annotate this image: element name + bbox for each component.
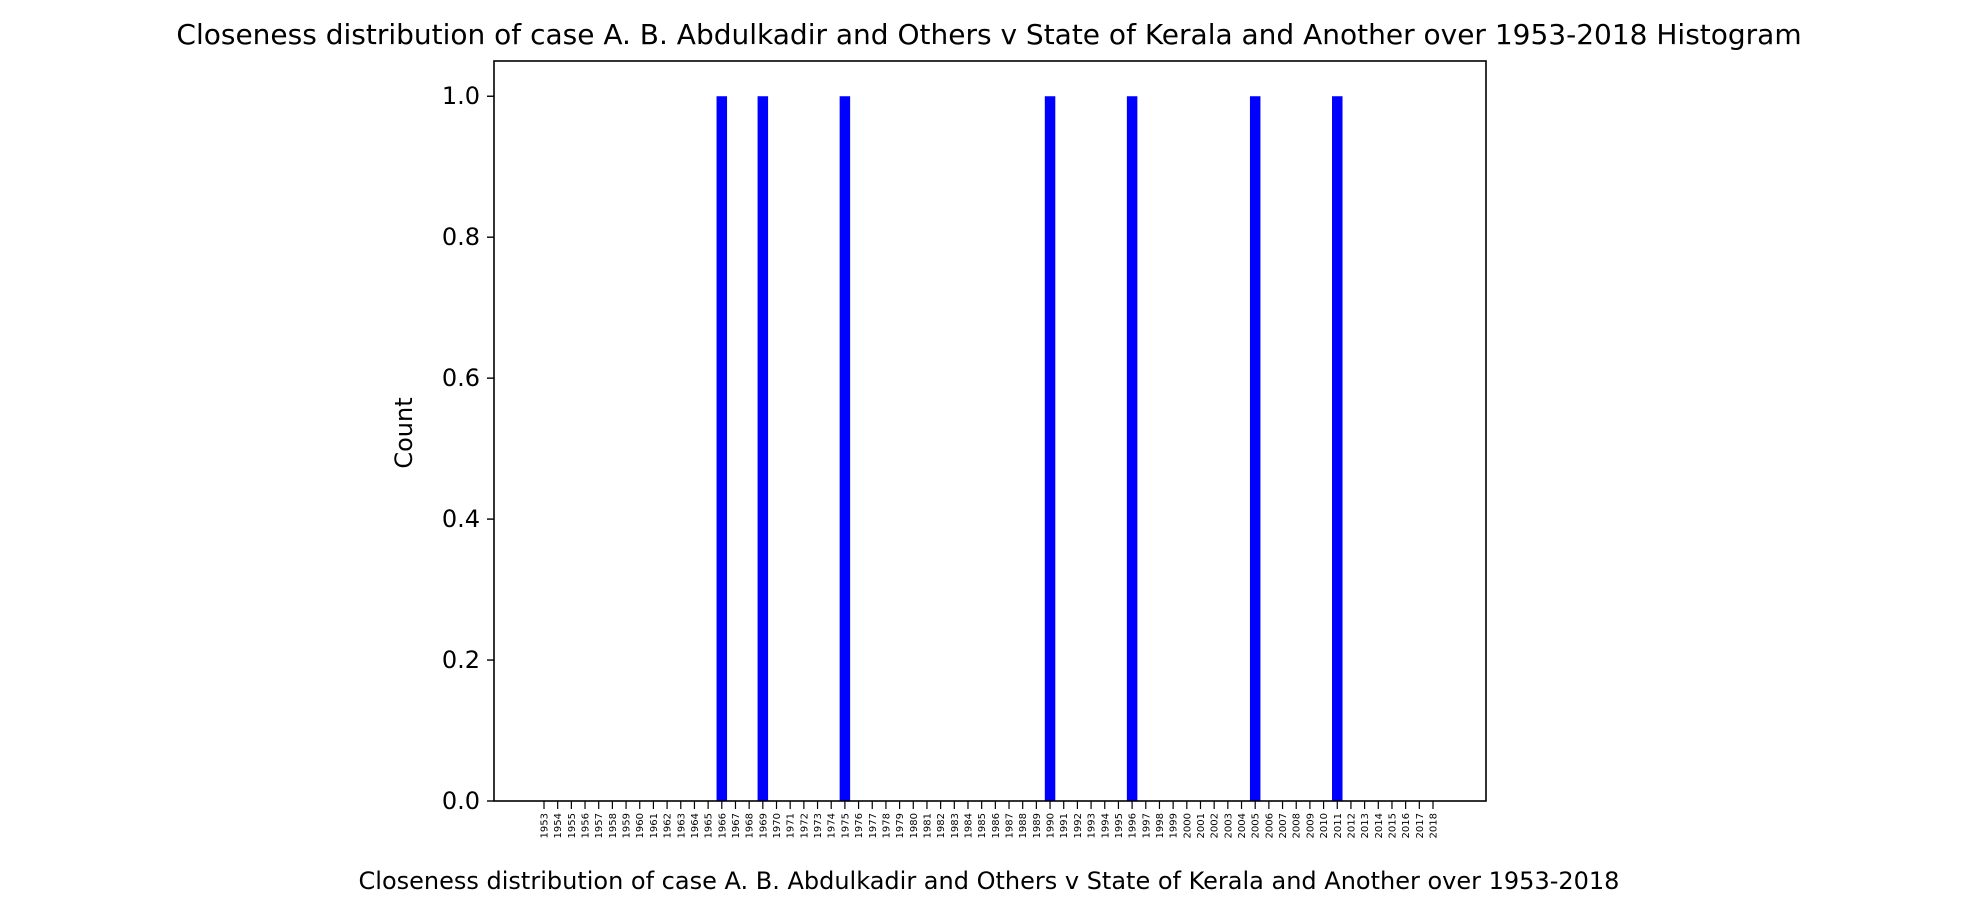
x-tick-label: 1986 — [991, 813, 1002, 838]
bar-1966 — [716, 96, 728, 802]
y-axis: 0.0 0.2 0.4 0.6 0.8 1.0 — [442, 82, 494, 815]
plot-area — [494, 61, 1486, 801]
bar-1969 — [757, 96, 769, 802]
x-tick-label: 1976 — [854, 813, 865, 838]
x-tick-label: 1979 — [895, 813, 906, 838]
x-tick-label: 1975 — [840, 813, 851, 838]
y-tick-label: 0.0 — [442, 787, 480, 815]
x-tick-label: 2010 — [1319, 813, 1330, 838]
plot-frame — [493, 60, 1487, 802]
x-tick-label: 1953 — [540, 813, 551, 838]
x-tick-label: 1982 — [936, 813, 947, 838]
x-tick-label: 1968 — [745, 813, 756, 838]
x-tick-label: 1994 — [1100, 813, 1111, 838]
x-tick-label: 2016 — [1401, 813, 1412, 838]
chart-title: Closeness distribution of case A. B. Abd… — [176, 18, 1801, 51]
x-tick-label: 1995 — [1114, 813, 1125, 838]
x-tick-label: 2013 — [1360, 813, 1371, 838]
x-tick-label: 2006 — [1264, 813, 1275, 838]
y-axis-label: Count — [390, 397, 418, 468]
x-tick-label: 1992 — [1073, 813, 1084, 838]
x-tick-label: 1958 — [608, 813, 619, 838]
x-tick-label: 2012 — [1346, 813, 1357, 838]
x-tick-label: 1985 — [977, 813, 988, 838]
x-tick-label: 2007 — [1278, 813, 1289, 838]
x-tick-label: 1972 — [799, 813, 810, 838]
bars-group — [716, 96, 1343, 802]
x-axis: 1953 1954 1955 1956 1957 1958 1959 1960 1961 1962… — [540, 801, 1440, 838]
x-tick-label: 1997 — [1141, 813, 1152, 838]
x-tick-label: 1977 — [868, 813, 879, 838]
x-tick-label: 1993 — [1087, 813, 1098, 838]
bar-1990 — [1044, 96, 1056, 802]
bar-1975 — [839, 96, 851, 802]
x-tick-label: 1996 — [1128, 813, 1139, 838]
x-tick-label: 1984 — [963, 813, 974, 838]
x-tick-label: 1973 — [813, 813, 824, 838]
x-tick-label: 1970 — [772, 813, 783, 838]
x-tick-label: 2008 — [1292, 813, 1303, 838]
x-tick-label: 1981 — [922, 813, 933, 838]
x-tick-label: 1956 — [581, 813, 592, 838]
x-tick-label: 1963 — [676, 813, 687, 838]
y-tick-label: 0.2 — [442, 646, 480, 674]
x-tick-label: 1954 — [553, 813, 564, 838]
x-tick-label: 1974 — [827, 813, 838, 838]
x-tick-label: 1955 — [567, 813, 578, 838]
x-tick-label: 1967 — [731, 813, 742, 838]
x-tick-label: 1966 — [717, 813, 728, 838]
x-tick-label: 2004 — [1237, 813, 1248, 838]
x-tick-label: 2002 — [1210, 813, 1221, 838]
bar-2011 — [1332, 96, 1343, 802]
x-axis-label: Closeness distribution of case A. B. Abd… — [359, 867, 1620, 895]
x-tick-label: 1969 — [758, 813, 769, 838]
x-tick-label: 1959 — [622, 813, 633, 838]
x-tick-label: 1962 — [663, 813, 674, 838]
x-tick-label: 2015 — [1387, 813, 1398, 838]
x-tick-label: 2009 — [1305, 813, 1316, 838]
x-tick-label: 1965 — [704, 813, 715, 838]
x-tick-label: 1964 — [690, 813, 701, 838]
bar-2005 — [1249, 96, 1261, 802]
x-tick-label: 1988 — [1018, 813, 1029, 838]
x-tick-label: 1971 — [786, 813, 797, 838]
x-tick-label: 2005 — [1251, 813, 1262, 838]
x-tick-label: 2017 — [1415, 813, 1426, 838]
x-tick-label: 1989 — [1032, 813, 1043, 838]
y-tick-label: 0.8 — [442, 223, 480, 251]
x-tick-label: 2001 — [1196, 813, 1207, 838]
x-tick-label: 1957 — [594, 813, 605, 838]
x-tick-label: 2003 — [1223, 813, 1234, 838]
y-tick-label: 0.6 — [442, 364, 480, 392]
x-tick-label: 1983 — [950, 813, 961, 838]
x-tick-label: 1960 — [635, 813, 646, 838]
x-tick-label: 1990 — [1046, 813, 1057, 838]
bar-1996 — [1126, 96, 1138, 802]
x-tick-label: 1980 — [909, 813, 920, 838]
x-tick-label: 2000 — [1182, 813, 1193, 838]
x-tick-label: 1961 — [649, 813, 660, 838]
x-tick-label: 1987 — [1005, 813, 1016, 838]
y-tick-label: 0.4 — [442, 505, 480, 533]
x-tick-label: 1998 — [1155, 813, 1166, 838]
y-tick-label: 1.0 — [442, 82, 480, 110]
x-tick-label: 1978 — [881, 813, 892, 838]
x-tick-label: 2011 — [1333, 813, 1344, 838]
x-tick-label: 2014 — [1374, 813, 1385, 838]
x-tick-label: 1991 — [1059, 813, 1070, 838]
x-tick-label: 2018 — [1429, 813, 1440, 838]
x-tick-label: 1999 — [1169, 813, 1180, 838]
